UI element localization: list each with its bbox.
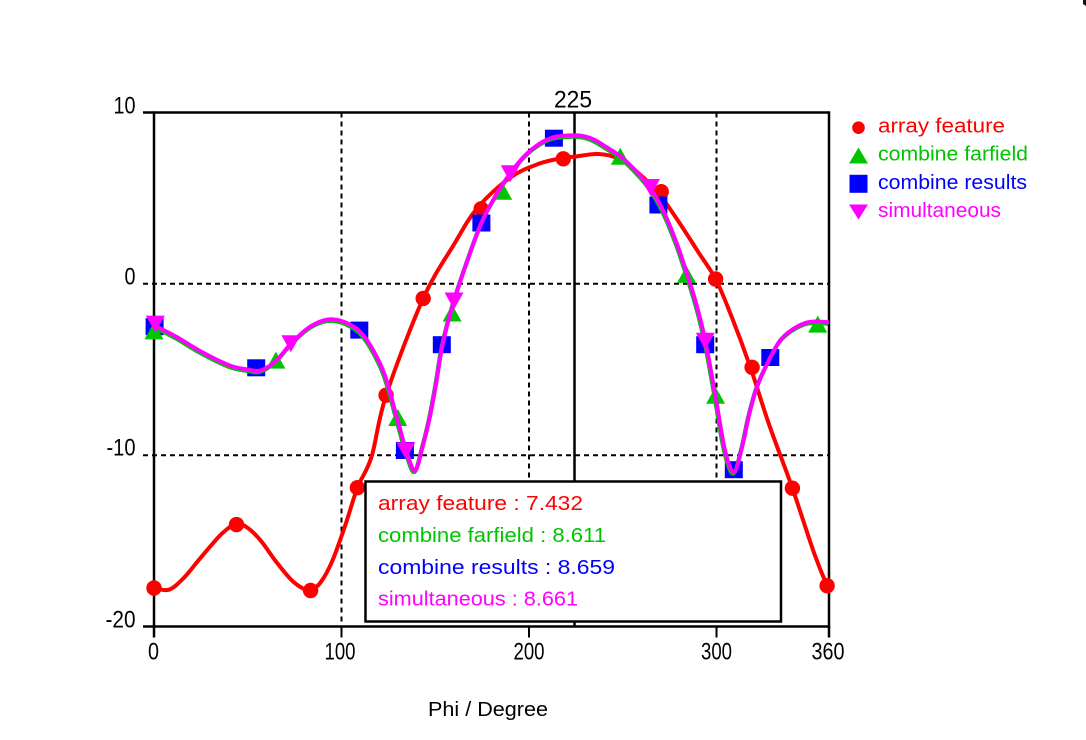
svg-text:combine results : 8.659: combine results : 8.659 — [378, 557, 615, 579]
svg-text:0: 0 — [148, 639, 159, 666]
svg-text:simultaneous : 8.661: simultaneous : 8.661 — [378, 589, 578, 611]
svg-text:360: 360 — [812, 639, 845, 666]
svg-text:225: 225 — [554, 87, 592, 114]
svg-text:10: 10 — [114, 93, 136, 120]
svg-text:200: 200 — [514, 639, 545, 666]
svg-text:Phi / Degree: Phi / Degree — [428, 699, 548, 721]
svg-text:combine farfield : 8.611: combine farfield : 8.611 — [378, 525, 606, 547]
svg-text:0: 0 — [125, 264, 136, 291]
svg-text:300: 300 — [701, 639, 732, 666]
svg-text:array feature: array feature — [878, 116, 1005, 138]
svg-text:-20: -20 — [106, 607, 136, 634]
svg-text:array feature : 7.432: array feature : 7.432 — [378, 493, 583, 515]
svg-text:combine farfield: combine farfield — [878, 144, 1028, 166]
svg-text:simultaneous: simultaneous — [878, 200, 1001, 222]
svg-text:100: 100 — [325, 639, 356, 666]
svg-text:combine results: combine results — [878, 172, 1027, 194]
svg-text:-10: -10 — [107, 435, 136, 462]
